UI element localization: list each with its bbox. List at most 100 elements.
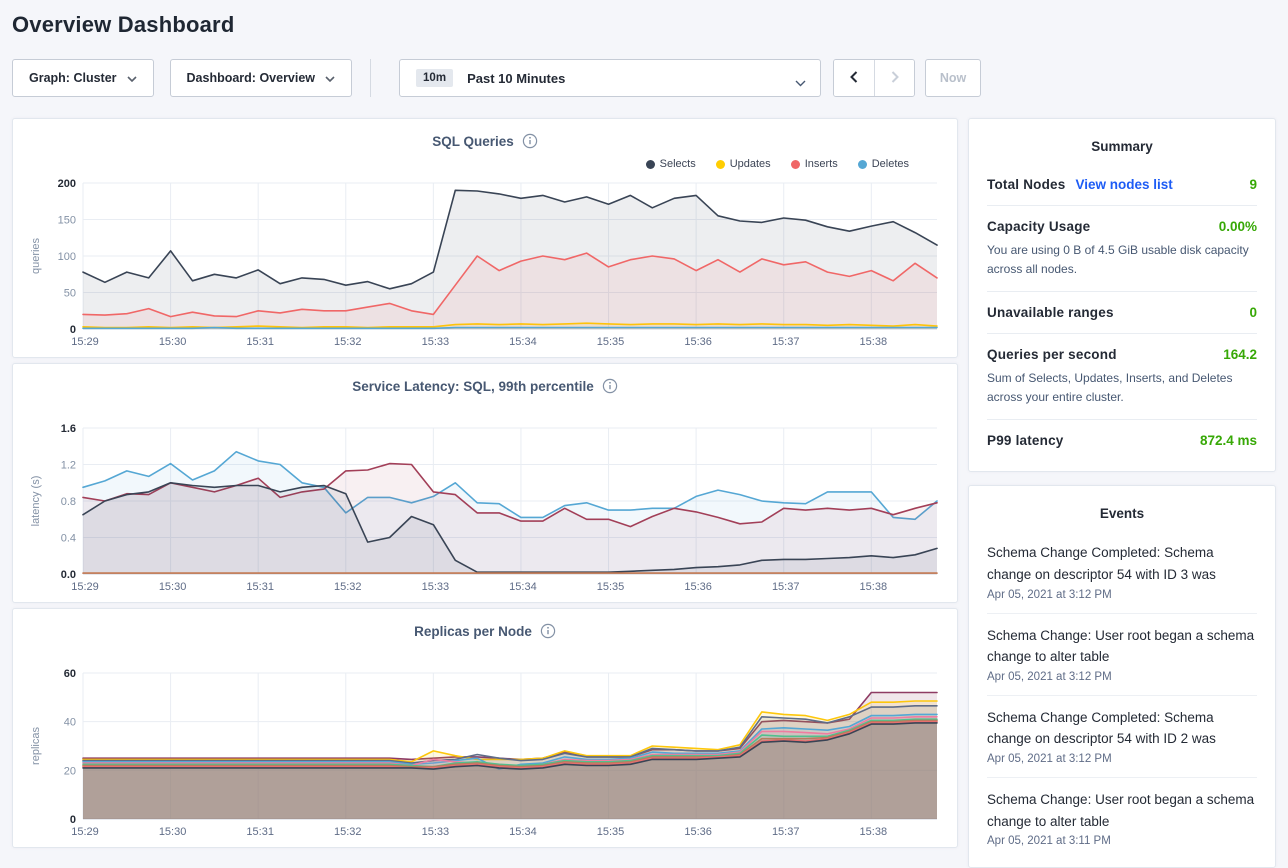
svg-text:1.2: 1.2 [61, 460, 76, 472]
svg-text:15:38: 15:38 [860, 826, 888, 838]
event-date: Apr 05, 2021 at 3:11 PM [987, 835, 1111, 848]
svg-text:0.8: 0.8 [61, 496, 76, 508]
chart-title: SQL Queries [432, 133, 514, 149]
summary-row-capacity: Capacity Usage 0.00% You are using 0 B o… [987, 206, 1257, 293]
sql-queries-chart[interactable]: 15:29 15:30 15:31 15:32 15:33 15:34 15:35 15:36… [25, 175, 945, 353]
event-item: Schema Change Completed: Schema change o… [987, 696, 1257, 778]
svg-text:40: 40 [64, 717, 76, 729]
svg-text:15:38: 15:38 [860, 336, 888, 348]
event-item: Schema Change: User root began a schema … [987, 614, 1257, 696]
unavailable-ranges-label: Unavailable ranges [987, 305, 1114, 321]
svg-text:queries: queries [30, 237, 42, 274]
svg-text:15:34: 15:34 [509, 826, 537, 838]
legend-dot [857, 159, 867, 169]
chevron-down-icon [126, 71, 137, 85]
svg-text:15:32: 15:32 [334, 826, 362, 838]
svg-text:15:32: 15:32 [334, 336, 362, 348]
chart-legend: Selects Updates Inserts Deletes [25, 153, 945, 175]
unavailable-ranges-value: 0 [1249, 305, 1257, 321]
next-range-button[interactable] [874, 60, 915, 96]
svg-text:15:37: 15:37 [772, 581, 800, 593]
chart-card-sql-queries: SQL Queries Selects Updates Inserts Dele… [12, 118, 958, 358]
svg-text:15:30: 15:30 [159, 336, 187, 348]
svg-text:100: 100 [58, 251, 76, 263]
chevron-down-icon [795, 76, 806, 90]
qps-desc: Sum of Selects, Updates, Inserts, and De… [987, 371, 1233, 404]
svg-text:15:29: 15:29 [71, 826, 99, 838]
legend-item-inserts[interactable]: Inserts [790, 158, 838, 170]
svg-text:15:35: 15:35 [597, 826, 625, 838]
svg-text:15:37: 15:37 [772, 826, 800, 838]
prev-range-button[interactable] [834, 60, 875, 96]
chevron-left-icon [848, 70, 860, 87]
legend-item-updates[interactable]: Updates [715, 158, 771, 170]
svg-text:15:37: 15:37 [772, 336, 800, 348]
time-range-label: Past 10 Minutes [467, 70, 566, 86]
chart-card-service-latency: Service Latency: SQL, 99th percentile 15… [12, 363, 958, 603]
legend-dot [790, 159, 800, 169]
toolbar: Graph: Cluster Dashboard: Overview 10m P… [12, 58, 1276, 98]
svg-text:150: 150 [58, 215, 76, 227]
svg-text:20: 20 [64, 765, 76, 777]
replicas-chart[interactable]: 15:29 15:30 15:31 15:32 15:33 15:34 15:35 15:36… [25, 665, 945, 843]
svg-text:15:36: 15:36 [684, 581, 712, 593]
toolbar-divider [370, 59, 372, 97]
p99-latency-label: P99 latency [987, 433, 1064, 449]
event-text: Schema Change: User root began a schema … [987, 791, 1255, 829]
total-nodes-value: 9 [1249, 177, 1257, 192]
event-date: Apr 05, 2021 at 3:12 PM [987, 752, 1112, 765]
svg-text:15:31: 15:31 [246, 336, 274, 348]
graph-dropdown[interactable]: Graph: Cluster [12, 59, 154, 97]
svg-text:60: 60 [64, 668, 76, 680]
svg-text:15:33: 15:33 [422, 581, 450, 593]
legend-item-deletes[interactable]: Deletes [857, 158, 909, 170]
svg-text:15:34: 15:34 [509, 336, 537, 348]
summary-row-p99: P99 latency 872.4 ms [987, 420, 1257, 461]
svg-text:15:35: 15:35 [597, 336, 625, 348]
qps-value: 164.2 [1223, 347, 1257, 363]
svg-text:1.6: 1.6 [61, 423, 76, 435]
dashboard-dropdown[interactable]: Dashboard: Overview [169, 59, 353, 97]
service-latency-chart[interactable]: 15:29 15:30 15:31 15:32 15:33 15:34 15:35 15:36… [25, 420, 945, 598]
svg-text:0.4: 0.4 [61, 533, 76, 545]
capacity-label: Capacity Usage [987, 219, 1091, 234]
svg-text:0: 0 [70, 324, 76, 336]
svg-text:15:29: 15:29 [71, 581, 99, 593]
sidebar-column: Summary Total Nodes View nodes list 9 Ca… [968, 118, 1276, 868]
legend-dot [715, 159, 725, 169]
svg-text:0.0: 0.0 [61, 569, 76, 581]
event-item: Schema Change: User root began a schema … [987, 778, 1257, 859]
page-title: Overview Dashboard [12, 12, 235, 37]
event-date: Apr 05, 2021 at 3:12 PM [987, 670, 1112, 683]
info-icon[interactable] [602, 378, 618, 394]
legend-dot [645, 159, 655, 169]
event-text: Schema Change Completed: Schema change o… [987, 545, 1216, 582]
svg-text:15:30: 15:30 [159, 581, 187, 593]
events-card: Events Schema Change Completed: Schema c… [968, 485, 1276, 868]
svg-text:15:33: 15:33 [422, 336, 450, 348]
chart-title: Service Latency: SQL, 99th percentile [352, 378, 594, 394]
chart-card-replicas-per-node: Replicas per Node 15:29 15:30 15:31 15:32 15… [12, 608, 958, 848]
capacity-desc: You are using 0 B of 4.5 GiB usable disk… [987, 243, 1249, 276]
time-range-selector[interactable]: 10m Past 10 Minutes [399, 59, 822, 97]
svg-text:15:38: 15:38 [860, 581, 888, 593]
event-text: Schema Change: User root began a schema … [987, 627, 1255, 665]
svg-text:replicas: replicas [30, 727, 42, 765]
svg-text:15:32: 15:32 [334, 581, 362, 593]
chart-title: Replicas per Node [414, 623, 532, 639]
event-text: Schema Change Completed: Schema change o… [987, 709, 1216, 747]
svg-text:200: 200 [58, 178, 76, 190]
info-icon[interactable] [522, 133, 538, 149]
legend-item-selects[interactable]: Selects [645, 158, 696, 170]
svg-text:15:34: 15:34 [509, 581, 537, 593]
now-button[interactable]: Now [925, 59, 982, 97]
chevron-right-icon [889, 70, 901, 87]
info-icon[interactable] [540, 623, 556, 639]
range-step-group [833, 59, 916, 97]
summary-row-unavailable: Unavailable ranges 0 [987, 292, 1257, 335]
time-range-badge: 10m [416, 69, 454, 87]
view-nodes-link[interactable]: View nodes list [1075, 177, 1173, 192]
qps-label: Queries per second [987, 347, 1117, 363]
graph-dropdown-label: Graph: Cluster [29, 71, 117, 85]
